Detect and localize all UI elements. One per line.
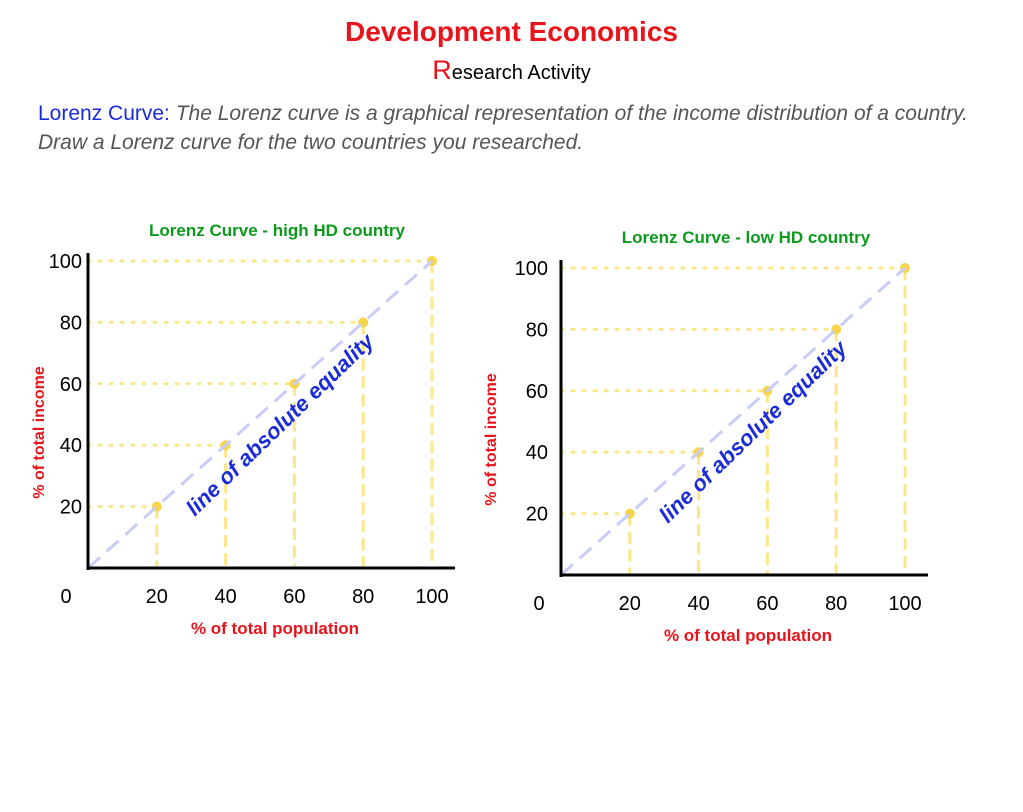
x-tick-label: 0 (60, 586, 71, 608)
y-axis-label: % of total income (483, 373, 500, 506)
y-tick-label: 20 (60, 497, 82, 519)
x-tick-label: 0 (533, 593, 544, 615)
x-tick-label: 100 (415, 586, 448, 608)
lorenz-chart-low-hd: Lorenz Curve - low HD country line of abs… (483, 228, 928, 645)
x-tick-label: 20 (146, 586, 168, 608)
y-tick-label: 80 (60, 312, 82, 334)
intro-lead: Lorenz Curve: (38, 102, 176, 125)
x-tick-label: 20 (619, 593, 641, 615)
equality-line (560, 266, 906, 577)
lorenz-chart-high-hd: Lorenz Curve - high HD country line of ab… (31, 221, 455, 638)
intro-paragraph: Lorenz Curve: The Lorenz curve is a grap… (38, 99, 998, 157)
x-tick-label: 40 (687, 593, 709, 615)
y-tick-label: 60 (60, 374, 82, 396)
x-axis-label: % of total population (191, 619, 359, 638)
y-tick-label: 20 (526, 504, 548, 526)
y-tick-label: 100 (49, 251, 82, 273)
equality-line-label: line of absolute equality (654, 334, 853, 527)
page-subtitle: Research Activity (0, 55, 1023, 86)
x-tick-label: 60 (756, 593, 778, 615)
y-tick-label: 40 (60, 435, 82, 457)
y-tick-label: 40 (526, 442, 548, 464)
x-tick-label: 80 (825, 593, 847, 615)
x-tick-label: 60 (283, 586, 305, 608)
equality-line-label: line of absolute equality (181, 327, 380, 520)
intro-body: The Lorenz curve is a graphical represen… (38, 102, 968, 154)
chart-title: Lorenz Curve - high HD country (149, 221, 406, 240)
x-tick-label: 80 (352, 586, 374, 608)
subtitle-rest: esearch Activity (451, 62, 591, 84)
y-axis-label: % of total income (31, 366, 48, 499)
y-tick-label: 60 (526, 381, 548, 403)
x-tick-label: 40 (214, 586, 236, 608)
x-tick-label: 100 (888, 593, 921, 615)
y-tick-label: 100 (515, 258, 548, 280)
page-title: Development Economics (345, 16, 678, 47)
y-tick-label: 80 (526, 319, 548, 341)
chart-title: Lorenz Curve - low HD country (622, 228, 871, 247)
equality-line (87, 259, 433, 570)
x-axis-label: % of total population (664, 626, 832, 645)
subtitle-initial: R (432, 55, 452, 85)
